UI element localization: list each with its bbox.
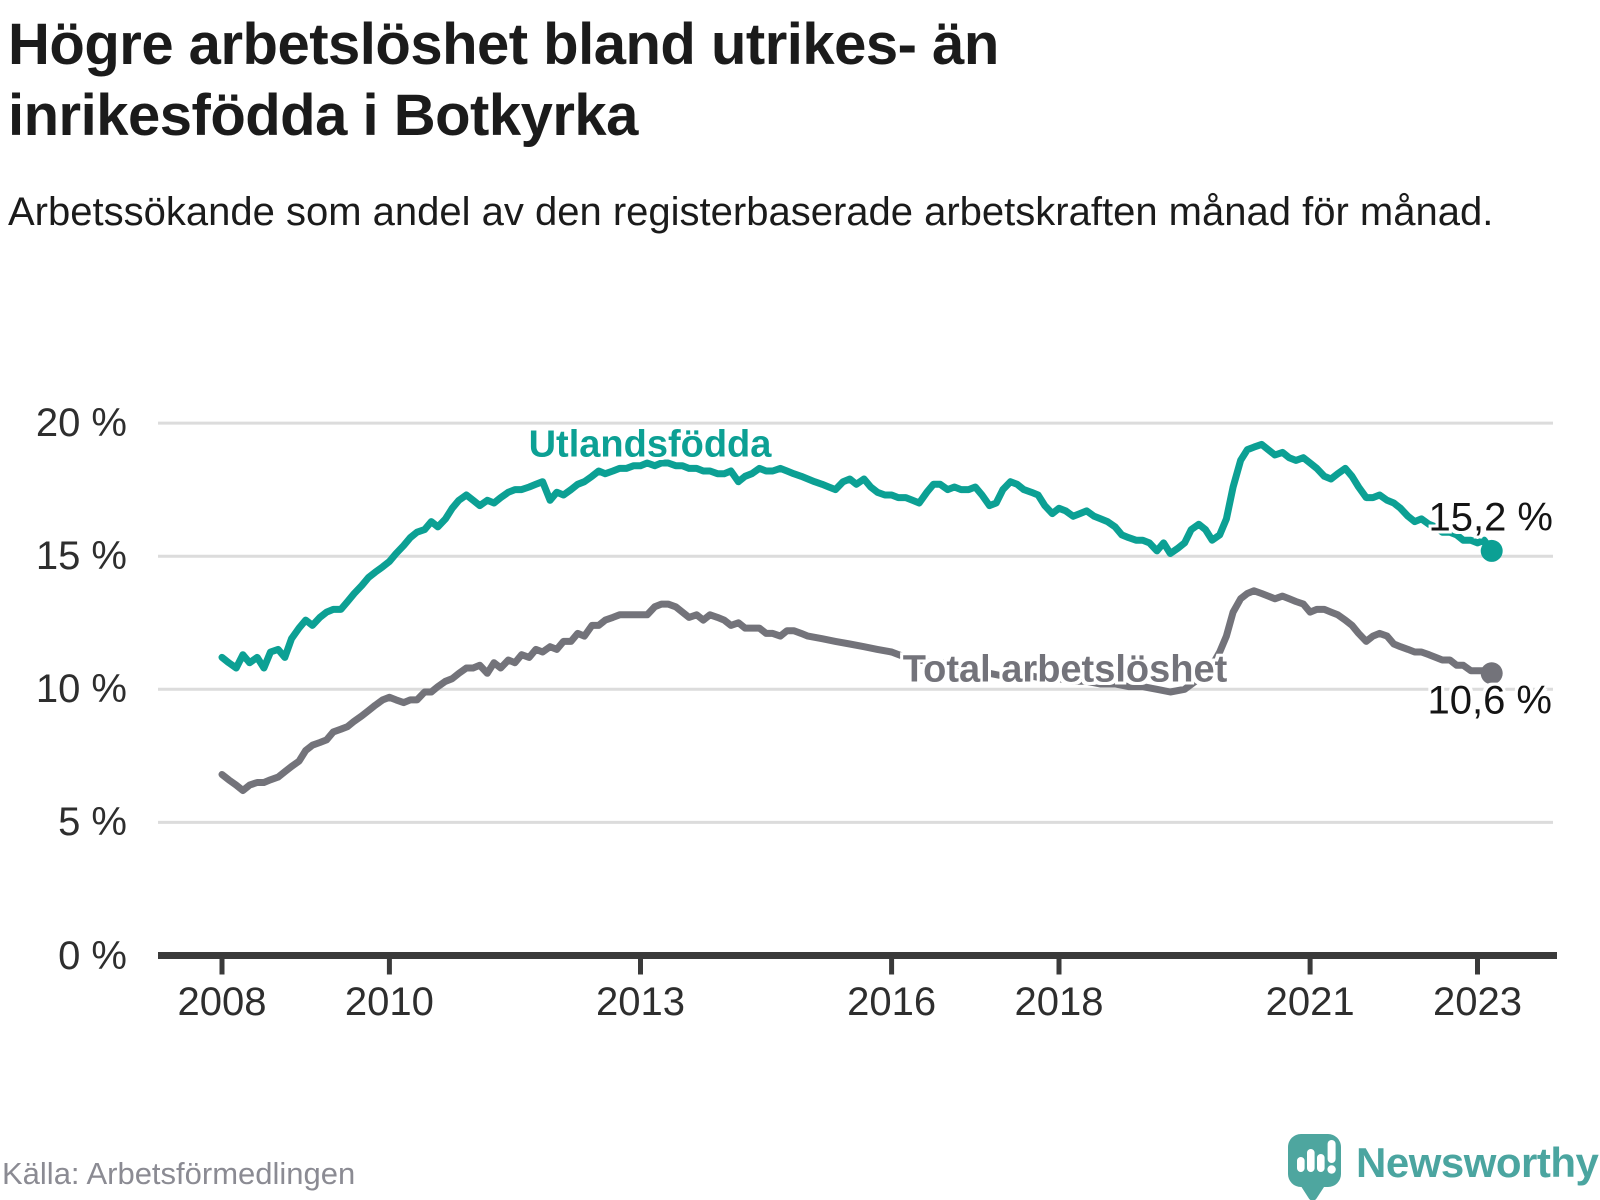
x-axis-label-2008: 2008 [177, 980, 267, 1024]
end-dot-utlandsfodda [1480, 539, 1503, 562]
x-axis-label-2013: 2013 [596, 980, 685, 1024]
newsworthy-logo-text: Newsworthy [1356, 1139, 1599, 1186]
end-value-label-utlandsfodda: 15,2 % [1428, 495, 1553, 540]
series-label-total-arbetsloshet: Total arbetslöshet [902, 648, 1228, 691]
x-axis-label-2016: 2016 [847, 980, 937, 1024]
x-axis [158, 952, 1557, 975]
chart-subtitle: Arbetssökande som andel av den registerb… [8, 190, 1494, 234]
y-axis-label-20: 20 % [35, 401, 127, 446]
newsworthy-logo-icon [1288, 1134, 1341, 1200]
y-axis-label-5: 5 % [58, 800, 127, 845]
data-series [218, 440, 1503, 794]
gridlines [158, 421, 1553, 824]
end-value-label-total: 10,6 % [1427, 678, 1552, 723]
x-axis-label-2018: 2018 [1014, 980, 1104, 1024]
chart-title: Högre arbetslöshet bland utrikes- än inr… [8, 12, 999, 148]
x-axis-label-2021: 2021 [1265, 980, 1355, 1024]
x-axis-label-2010: 2010 [344, 980, 434, 1024]
series-label-utlandsfodda: Utlandsfödda [528, 423, 772, 466]
y-axis-label-10: 10 % [35, 667, 127, 712]
series-line-utlandsfodda [218, 440, 1496, 672]
end-dot-total [1480, 662, 1503, 685]
y-axis-label-15: 15 % [35, 534, 127, 579]
source-note: Källa: Arbetsförmedlingen [2, 1156, 356, 1191]
series-line-total [218, 587, 1496, 794]
y-axis-label-0: 0 % [58, 933, 127, 978]
x-axis-label-2023: 2023 [1433, 980, 1522, 1024]
